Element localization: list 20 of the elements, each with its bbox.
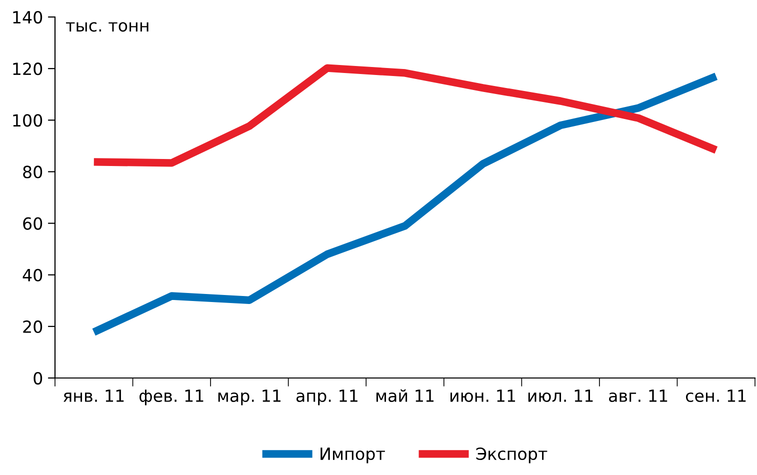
x-tick-label: янв. 11	[64, 390, 124, 402]
x-tick-label: май 11	[376, 389, 434, 402]
x-tick-label: мар. 11	[218, 390, 280, 406]
x-tick-label: июн. 11	[450, 390, 516, 402]
x-tick-label: сен. 11	[686, 390, 746, 402]
y-tick-label: 100	[13, 114, 42, 127]
x-tick-label: июл. 11	[528, 390, 593, 402]
legend-label: Импорт	[320, 448, 385, 464]
y-tick-label: 120	[13, 62, 42, 76]
y-tick-label: 0	[34, 372, 42, 385]
legend-label: Экспорт	[476, 447, 548, 464]
y-tick-label: 20	[23, 320, 42, 333]
y-tick-label: 40	[22, 268, 42, 282]
x-tick-label: апр. 11	[296, 390, 358, 406]
y-tick-label: 80	[23, 166, 42, 178]
y-tick-label: 140	[13, 10, 42, 24]
y-axis-title: тыс. тонн	[66, 22, 148, 32]
y-tick-label: 60	[23, 217, 42, 230]
x-tick-label: фев. 11	[140, 390, 204, 406]
x-tick-label: авг. 11	[609, 390, 668, 402]
